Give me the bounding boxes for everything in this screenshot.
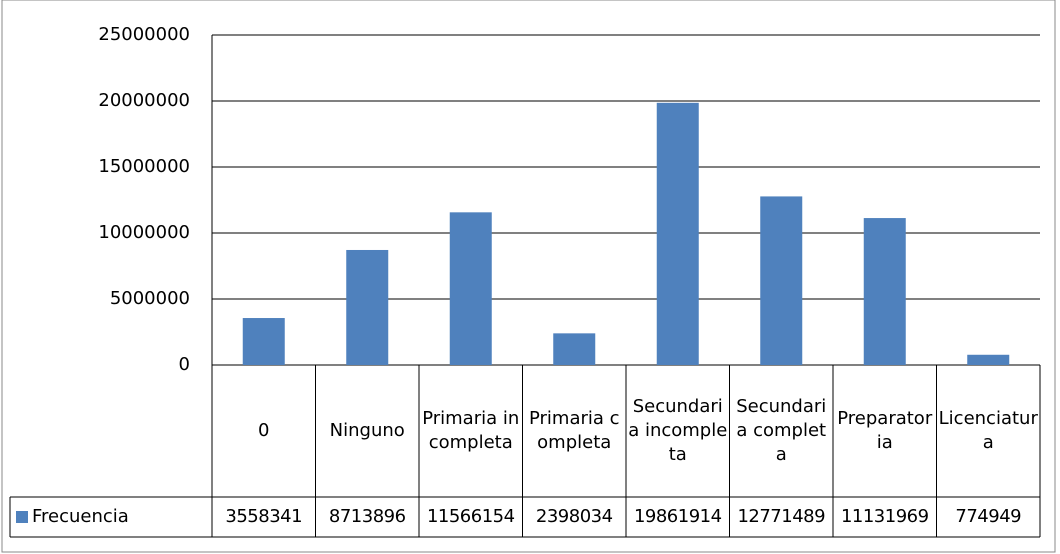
bar bbox=[553, 333, 596, 365]
bar bbox=[967, 354, 1010, 365]
data-table-value: 11566154 bbox=[426, 506, 515, 527]
legend-label: Frecuencia bbox=[32, 506, 129, 527]
x-tick-label: Ninguno bbox=[329, 420, 405, 441]
data-table-value: 774949 bbox=[955, 506, 1022, 527]
y-tick-label: 0 bbox=[179, 354, 190, 375]
data-table-value: 8713896 bbox=[328, 506, 406, 527]
y-tick-label: 10000000 bbox=[98, 222, 190, 243]
x-tick-label: Licenciatura bbox=[938, 408, 1038, 453]
bar bbox=[760, 196, 803, 365]
bar bbox=[242, 318, 285, 365]
data-table-value: 11131969 bbox=[840, 506, 929, 527]
data-table-value: 12771489 bbox=[737, 506, 826, 527]
bar bbox=[449, 212, 492, 365]
y-tick-label: 25000000 bbox=[98, 24, 190, 45]
x-tick-label: Primaria completa bbox=[528, 408, 620, 453]
data-table-value: 19861914 bbox=[633, 506, 722, 527]
x-tick-label: Primaria incompleta bbox=[422, 408, 520, 453]
bar bbox=[656, 102, 699, 365]
x-tick-label: Preparatoria bbox=[837, 408, 933, 453]
x-tick-label: Secundaria completa bbox=[736, 396, 827, 465]
data-table-value: 2398034 bbox=[535, 506, 613, 527]
legend-swatch bbox=[16, 511, 28, 523]
y-tick-label: 20000000 bbox=[98, 90, 190, 111]
x-tick-label: Secundaria incompleta bbox=[628, 396, 728, 465]
y-tick-label: 5000000 bbox=[110, 288, 190, 309]
bar bbox=[346, 249, 389, 365]
y-tick-label: 15000000 bbox=[98, 156, 190, 177]
bar bbox=[863, 218, 906, 365]
data-table-value: 3558341 bbox=[225, 506, 303, 527]
x-tick-label: 0 bbox=[258, 420, 270, 441]
